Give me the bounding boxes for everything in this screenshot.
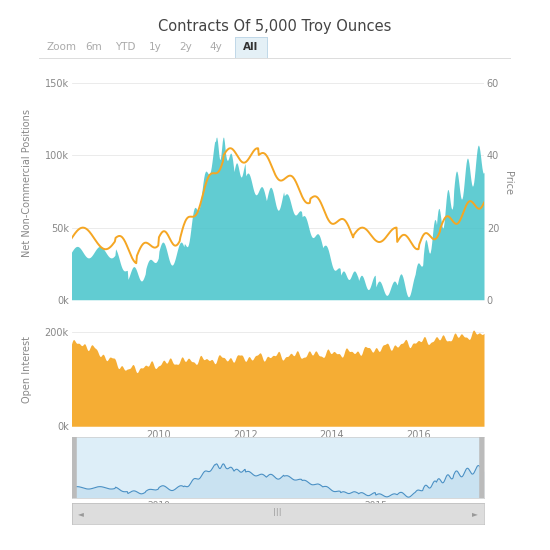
Y-axis label: Price: Price: [503, 171, 513, 195]
Text: 4y: 4y: [209, 42, 222, 52]
Text: III: III: [273, 508, 282, 518]
Text: ►: ►: [472, 509, 478, 518]
Y-axis label: Open Interest: Open Interest: [23, 337, 32, 403]
Text: ◄: ◄: [78, 509, 84, 518]
Y-axis label: Net Non-Commercial Positions: Net Non-Commercial Positions: [23, 109, 32, 257]
Text: YTD: YTD: [116, 42, 136, 52]
Text: 2y: 2y: [179, 42, 191, 52]
Text: Zoom: Zoom: [47, 42, 77, 52]
Text: All: All: [243, 42, 258, 52]
Text: Contracts Of 5,000 Troy Ounces: Contracts Of 5,000 Troy Ounces: [158, 19, 392, 34]
Text: 1y: 1y: [148, 42, 161, 52]
Text: 6m: 6m: [85, 42, 102, 52]
